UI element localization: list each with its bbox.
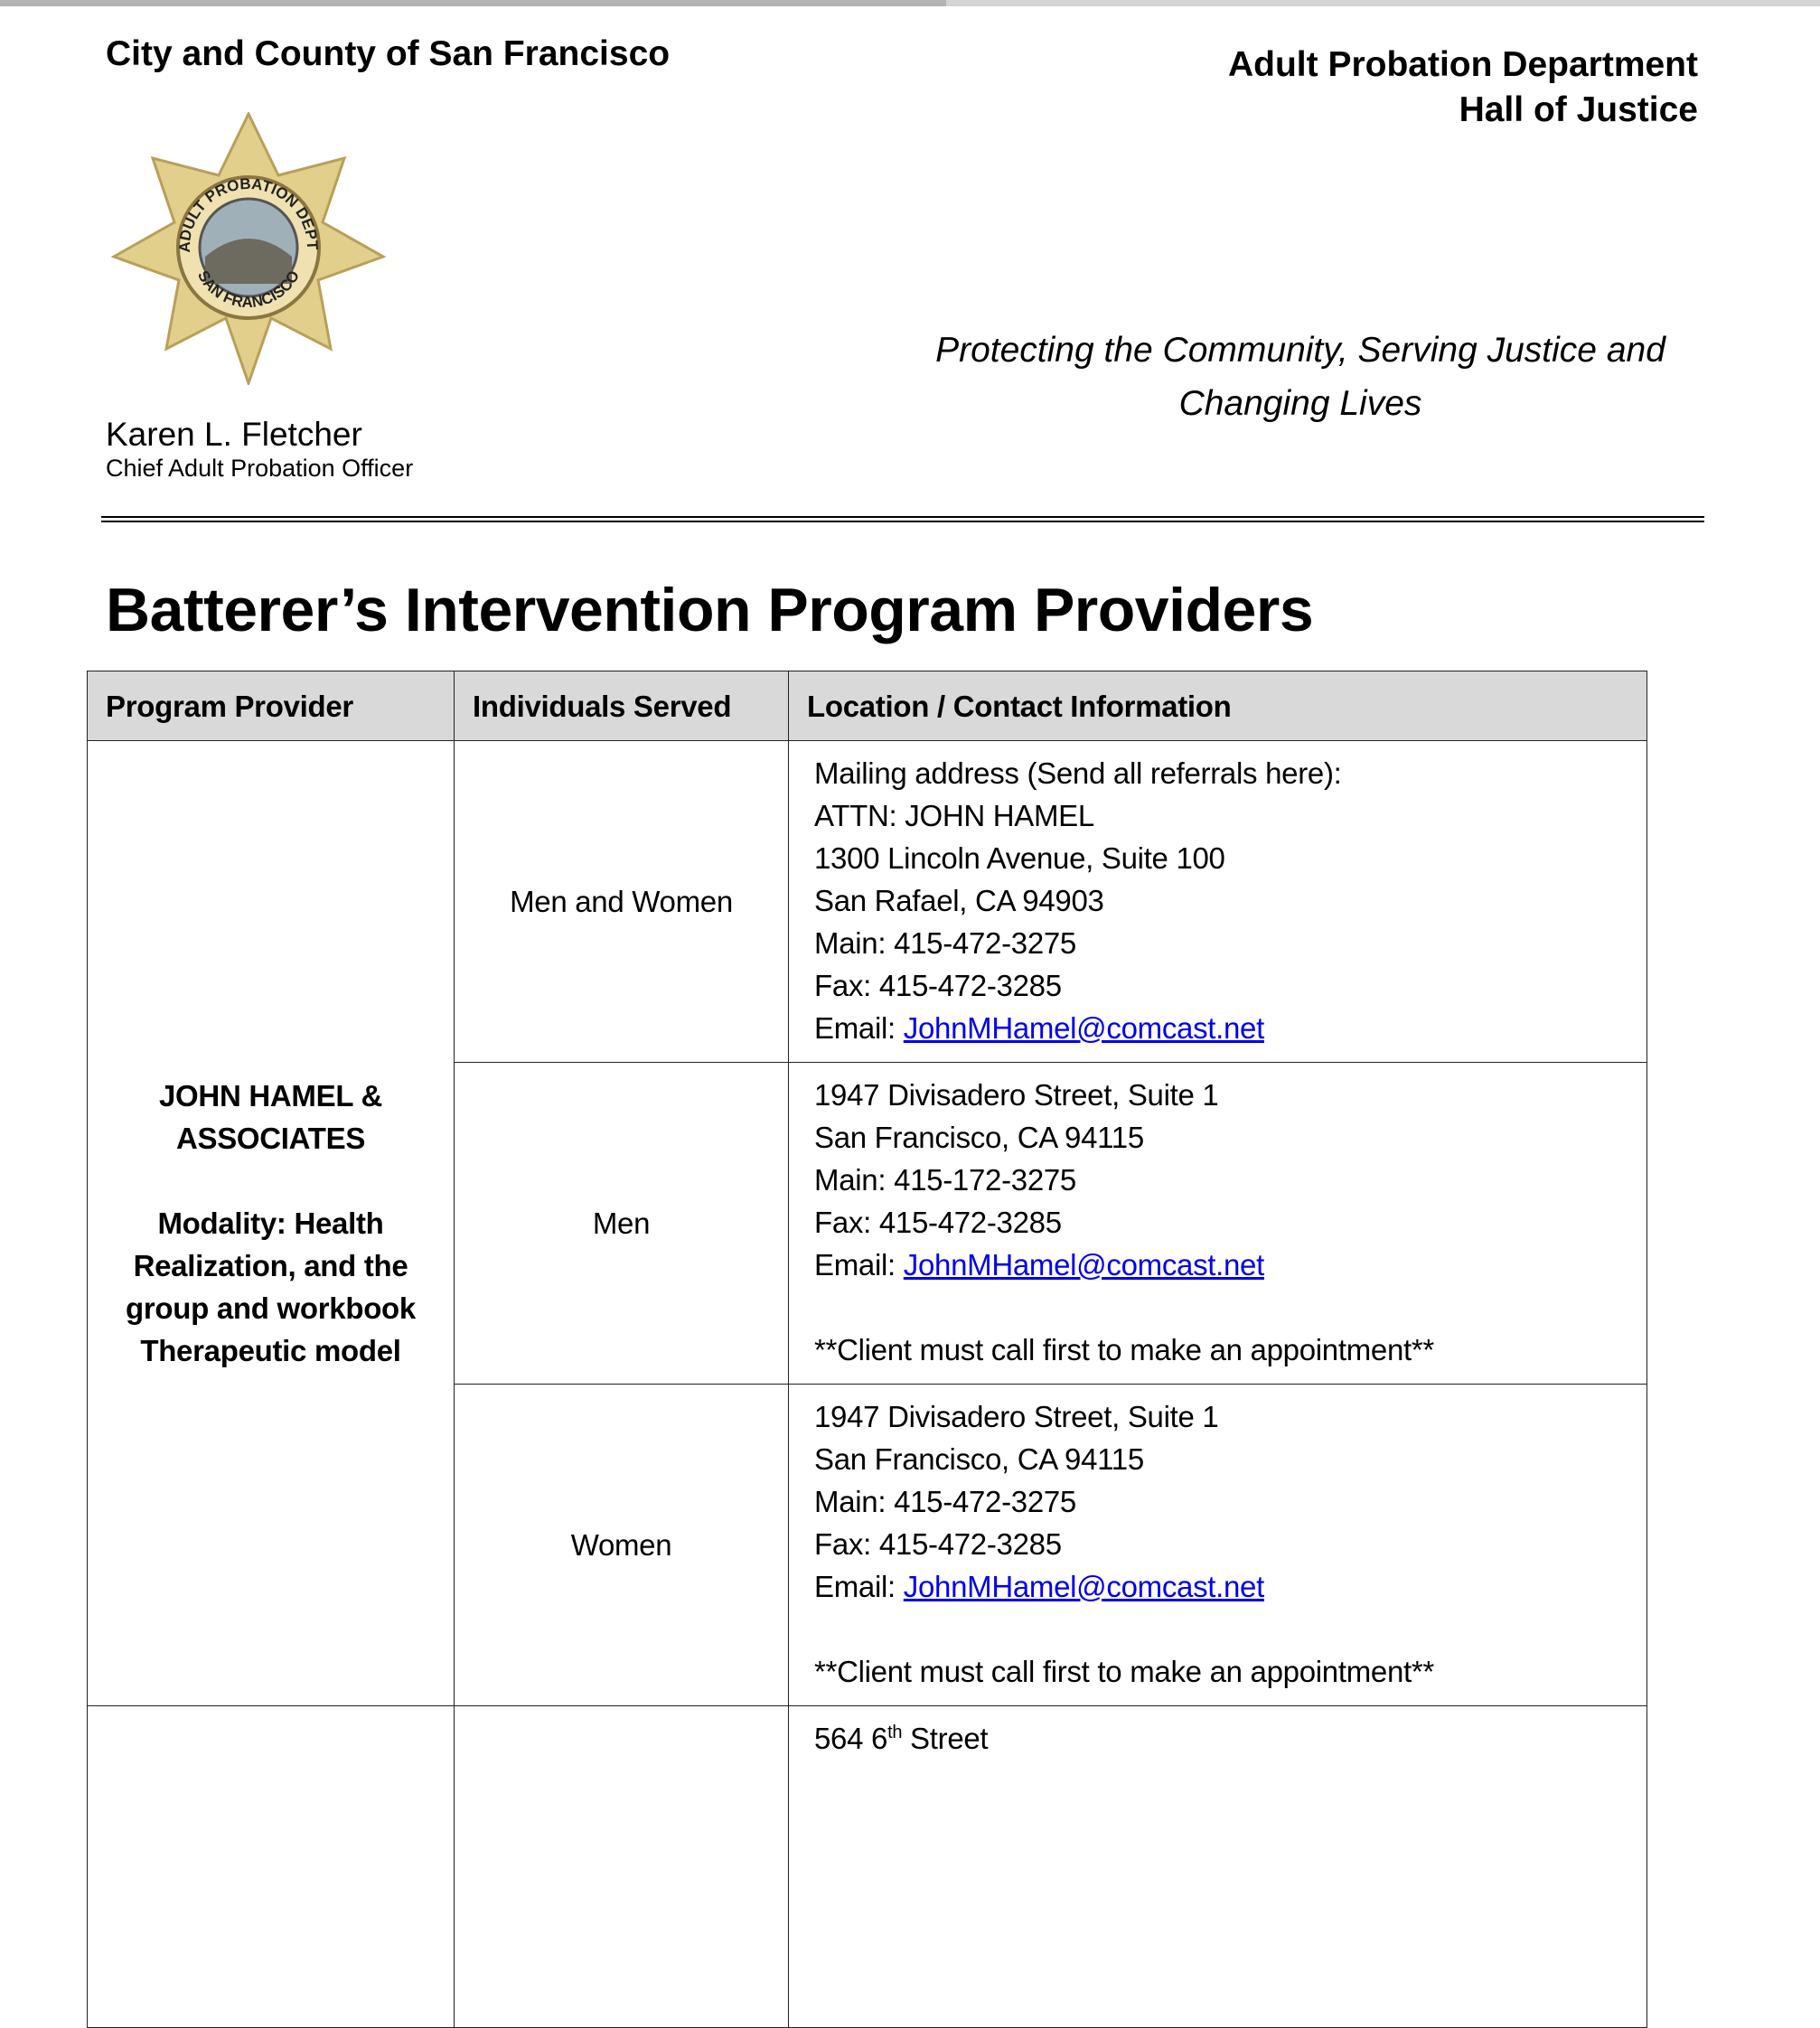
column-header: Individuals Served: [454, 671, 789, 741]
appointment-note: **Client must call first to make an appo…: [814, 1333, 1434, 1366]
contact-line: 1947 Divisadero Street, Suite 1: [814, 1078, 1219, 1112]
individuals-served: [454, 1705, 789, 2028]
building-heading: Hall of Justice: [1459, 90, 1698, 129]
officer-name: Karen L. Fletcher: [106, 416, 362, 453]
contact-line: Main: 415-472-3275: [814, 926, 1076, 960]
scroll-progress: [0, 0, 946, 6]
provider-name: ASSOCIATES: [175, 1122, 366, 1155]
city-heading: City and County of San Francisco: [106, 34, 671, 73]
column-header: Program Provider: [87, 671, 455, 741]
contact-cell: 1947 Divisadero Street, Suite 1 San Fran…: [788, 1384, 1647, 1706]
provider-modality: Therapeutic model: [140, 1334, 401, 1367]
top-scroll-bar: [0, 0, 1820, 6]
email-link[interactable]: JohnMHamel@comcast.net: [903, 1570, 1265, 1603]
provider-modality: Realization, and the: [133, 1249, 408, 1282]
contact-line: Main: 415-172-3275: [814, 1163, 1076, 1197]
email-link[interactable]: JohnMHamel@comcast.net: [903, 1248, 1265, 1282]
contact-line: San Rafael, CA 94903: [814, 884, 1104, 917]
email-link[interactable]: JohnMHamel@comcast.net: [903, 1011, 1265, 1045]
contact-line: 1947 Divisadero Street, Suite 1: [814, 1400, 1219, 1433]
contact-line: San Francisco, CA 94115: [814, 1121, 1144, 1154]
provider-modality: Modality: Health: [157, 1206, 384, 1240]
tagline-line1: Protecting the Community, Serving Justic…: [935, 331, 1665, 370]
table-row: Women 1947 Divisadero Street, Suite 1 Sa…: [88, 1384, 1647, 1706]
contact-line: Fax: 415-472-3285: [814, 969, 1062, 1002]
provider-cell: [87, 1705, 455, 2028]
email-label: Email:: [814, 1248, 904, 1282]
probation-badge-logo: ADULT PROBATION DEPT. SAN FRANCISCO: [110, 112, 387, 385]
contact-line: Mailing address (Send all referrals here…: [814, 756, 1342, 790]
contact-cell: Mailing address (Send all referrals here…: [788, 740, 1647, 1063]
appointment-note: **Client must call first to make an appo…: [814, 1655, 1434, 1688]
officer-title: Chief Adult Probation Officer: [106, 455, 414, 482]
individuals-served: Men and Women: [454, 740, 789, 1063]
table-row: 564 6th Street: [87, 1705, 1647, 2028]
provider-cell: JOHN HAMEL & ASSOCIATES Modality: Health…: [87, 740, 455, 1706]
header-rule: [101, 521, 1704, 522]
contact-line: Fax: 415-472-3285: [814, 1527, 1062, 1561]
contact-line: Fax: 415-472-3285: [814, 1206, 1062, 1239]
providers-table: Program Provider Individuals Served Loca…: [87, 671, 1647, 2028]
contact-cell: 564 6th Street: [788, 1705, 1647, 2028]
table-header-row: Program Provider Individuals Served Loca…: [87, 671, 1647, 741]
tagline-line2: Changing Lives: [1178, 384, 1422, 423]
email-line: Email: JohnMHamel@comcast.net: [814, 1007, 1621, 1049]
provider-modality: group and workbook: [126, 1291, 416, 1325]
individuals-served: Men: [454, 1062, 789, 1385]
contact-line: 564 6th Street: [814, 1722, 989, 1755]
table-row: JOHN HAMEL & ASSOCIATES Modality: Health…: [87, 740, 1647, 1706]
contact-line: 1300 Lincoln Avenue, Suite 100: [814, 841, 1225, 875]
email-line: Email: JohnMHamel@comcast.net: [814, 1244, 1621, 1286]
contact-line: San Francisco, CA 94115: [814, 1442, 1144, 1476]
email-label: Email:: [814, 1570, 904, 1603]
page-title: Batterer’s Intervention Program Provider…: [106, 576, 1314, 644]
header-rule: [101, 516, 1704, 518]
email-line: Email: JohnMHamel@comcast.net: [814, 1565, 1621, 1608]
column-header: Location / Contact Information: [788, 671, 1647, 741]
email-label: Email:: [814, 1011, 904, 1045]
contact-line: ATTN: JOHN HAMEL: [814, 799, 1094, 832]
department-heading: Adult Probation Department: [1227, 45, 1698, 84]
provider-name: JOHN HAMEL &: [159, 1079, 382, 1113]
contact-line: Main: 415-472-3275: [814, 1485, 1076, 1518]
contact-cell: 1947 Divisadero Street, Suite 1 San Fran…: [788, 1062, 1647, 1385]
individuals-served: Women: [454, 1384, 789, 1706]
